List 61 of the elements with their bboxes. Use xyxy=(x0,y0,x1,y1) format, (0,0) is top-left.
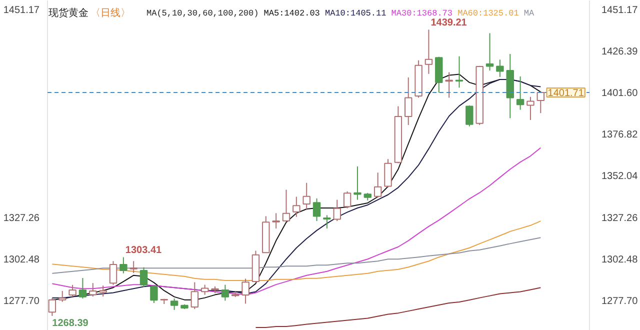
y2-tick-label: 1352.04 xyxy=(602,171,638,182)
candlestick xyxy=(374,172,382,198)
text: MA60:1325.01 xyxy=(458,8,519,18)
candlestick xyxy=(272,212,280,229)
candlestick xyxy=(130,260,138,274)
line-series xyxy=(255,287,542,328)
y2-tick-label: 1376.82 xyxy=(602,130,638,141)
candlestick xyxy=(496,59,504,78)
candlestick xyxy=(343,190,352,209)
candlestick xyxy=(323,214,331,229)
text: MA10:1405.11 xyxy=(325,8,386,18)
candlestick xyxy=(99,285,107,297)
candlestick xyxy=(526,96,534,120)
annotation: 1303.41 xyxy=(125,245,162,256)
y2-tick-label: 1451.17 xyxy=(602,5,638,16)
candlestick xyxy=(190,282,199,310)
text: 现货黄金 xyxy=(48,7,88,19)
y-tick-label: 1327.26 xyxy=(3,212,40,224)
candlestick xyxy=(78,278,87,299)
y2-tick-label: 1426.39 xyxy=(602,46,638,58)
candlestick xyxy=(333,199,341,222)
candlestick xyxy=(140,266,148,288)
text: MA5:1402.03 xyxy=(264,8,320,18)
y2-tick-label: 1302.48 xyxy=(602,254,638,266)
candlestick xyxy=(354,166,362,200)
candlestick xyxy=(221,284,230,302)
candlestick xyxy=(486,32,494,72)
annotation: MA(5,10,30,60,100,200) xyxy=(146,8,259,18)
y-tick-label: 1277.70 xyxy=(3,296,40,307)
candlestick xyxy=(200,284,209,296)
candlestick xyxy=(150,285,158,304)
y2-tick-label: 1277.70 xyxy=(602,296,638,307)
candlestick xyxy=(68,284,76,298)
y-tick-label: 1451.17 xyxy=(3,5,40,16)
candlestick xyxy=(48,298,56,316)
annotation: 1439.21 xyxy=(430,18,468,29)
y2-tick-label: 1401.60 xyxy=(602,88,638,100)
candlestick xyxy=(466,104,474,127)
candlestick xyxy=(282,189,290,222)
candlestick xyxy=(302,182,310,210)
candlestick xyxy=(424,29,433,74)
candlestick xyxy=(516,76,524,110)
candlestick xyxy=(89,282,97,297)
candlestick xyxy=(109,260,118,286)
candlestick xyxy=(404,76,412,126)
text: MA xyxy=(524,8,535,18)
candlestick xyxy=(58,290,66,302)
annotation: 1268.39 xyxy=(52,318,89,329)
candlestick xyxy=(312,198,321,222)
text: MA30:1368.73 xyxy=(391,8,453,18)
y2-tick-label: 1327.26 xyxy=(602,212,638,224)
y-tick-label: 1302.48 xyxy=(3,254,40,266)
text: 〈日线〉 xyxy=(90,7,130,19)
candlestick xyxy=(120,256,128,274)
candlestick xyxy=(170,298,178,310)
candlestick xyxy=(242,278,250,304)
ref-line-label: 1401.71 xyxy=(548,88,584,99)
candlestick xyxy=(292,196,300,218)
candlestick xyxy=(384,158,392,188)
candlestick xyxy=(455,56,464,88)
candlestick xyxy=(536,90,545,114)
